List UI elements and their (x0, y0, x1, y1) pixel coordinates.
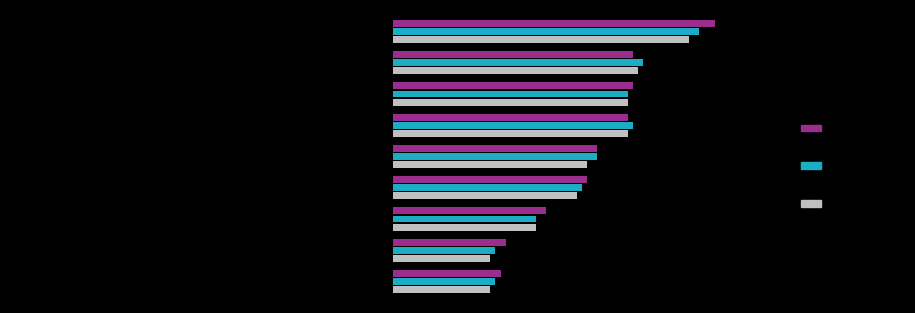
Bar (393, 239, 506, 246)
Bar (393, 161, 587, 168)
Bar (393, 99, 628, 105)
Bar (393, 28, 699, 35)
Bar (393, 153, 597, 160)
Bar (393, 255, 490, 262)
Bar (393, 184, 582, 191)
Bar (393, 51, 633, 58)
Bar (393, 192, 577, 199)
Bar (393, 114, 628, 121)
Bar (393, 286, 490, 293)
Bar (393, 176, 587, 183)
Bar (393, 130, 628, 137)
Bar (393, 82, 633, 89)
Bar (393, 122, 633, 129)
Bar (393, 247, 495, 254)
Bar (393, 224, 536, 231)
Bar (393, 36, 689, 43)
Bar (393, 216, 536, 223)
Bar (393, 90, 628, 97)
Bar (393, 270, 501, 277)
Bar (393, 278, 495, 285)
Bar (393, 208, 546, 214)
Bar (393, 67, 638, 74)
Bar (393, 59, 643, 66)
Bar (393, 20, 715, 27)
Bar (393, 145, 597, 152)
